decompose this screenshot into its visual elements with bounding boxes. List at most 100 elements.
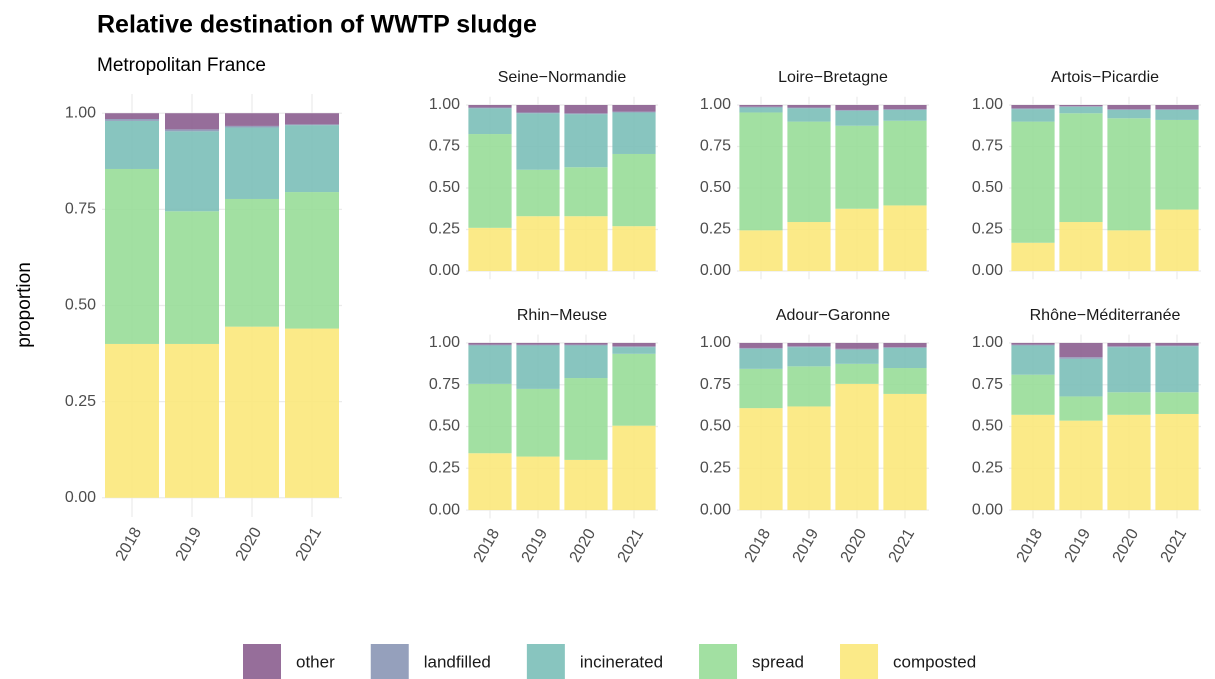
y-tick-label: 0.25 [429,221,460,238]
bar-segment [468,134,512,228]
bar-segment [564,105,608,114]
bar-segment [1011,345,1055,375]
y-tick-label: 0.00 [972,262,1003,279]
bar-segment [1155,109,1199,120]
legend-label: landfilled [424,652,491,671]
bar-segment [105,168,159,344]
bar-segment [564,378,608,460]
bar-segment [1059,358,1103,397]
bar-segment [787,121,831,223]
bar-segment [468,107,512,109]
bar-segment [564,114,608,168]
bar-segment [105,343,159,498]
bar-segment [739,342,783,348]
x-tick-label: 2021 [886,526,919,565]
facet-title: Loire−Bretagne [778,69,888,86]
y-tick-label: 0.75 [972,138,1003,155]
legend-swatch [370,644,409,679]
y-tick-label: 0.00 [700,501,731,518]
bar-segment [835,383,879,511]
bar-segment [1059,342,1103,358]
bar-segment [1155,209,1199,271]
bar-segment [883,120,927,206]
bar-segment [1011,374,1055,415]
bar-segment [883,109,927,110]
y-tick-label: 1.00 [700,96,731,113]
bar-segment [835,342,879,349]
bar-segment [564,167,608,217]
bar-segment [1059,357,1103,359]
x-tick-label: 2019 [173,525,206,564]
y-tick-label: 0.50 [429,179,460,196]
bar-segment [787,107,831,109]
x-tick-label: 2020 [567,526,600,565]
bar-segment [739,230,783,271]
bar-segment [1107,414,1151,511]
bar-segment [1155,346,1199,393]
bar-segment [516,388,560,457]
bar-segment [612,105,656,112]
bar-segment [564,459,608,511]
y-tick-label: 0.25 [700,221,731,238]
legend-label: composted [893,652,976,671]
bar-segment [835,363,879,384]
bar-segment [612,111,656,113]
x-tick-label: 2019 [1062,526,1095,565]
facet-title: Rhin−Meuse [517,307,607,324]
bar-segment [883,368,927,394]
legend-label: incinerated [580,652,663,671]
bar-segment [612,347,656,354]
y-tick-label: 0.50 [700,179,731,196]
bar-segment [612,346,656,348]
bar-segment [1011,105,1055,109]
y-tick-label: 1.00 [972,334,1003,351]
bar-segment [739,347,783,349]
y-tick-label: 0.50 [972,418,1003,435]
bar-segment [835,348,879,350]
bar-segment [165,343,219,498]
bar-segment [883,342,927,348]
bar-segment [1011,342,1055,345]
x-tick-label: 2018 [471,526,504,565]
y-tick-label: 0.25 [972,459,1003,476]
bar-segment [1011,242,1055,271]
y-tick-label: 0.25 [65,393,96,410]
bar-segment [1155,413,1199,511]
bar-segment [1155,392,1199,414]
bar-segment [835,105,879,110]
bar-segment [516,456,560,511]
bar-segment [1011,414,1055,511]
bar-segment [225,198,279,327]
y-tick-label: 0.00 [429,501,460,518]
bar-segment [285,192,339,329]
bar-segment [1011,344,1055,346]
y-tick-label: 0.25 [429,459,460,476]
bar-segment [835,208,879,271]
bar-segment [1059,396,1103,421]
y-axis-label: proportion [14,262,35,348]
bar-segment [612,226,656,271]
legend-swatch [243,644,281,679]
y-tick-label: 0.00 [429,262,460,279]
bar-segment [787,406,831,511]
bar-segment [883,205,927,271]
bar-segment [1107,347,1151,393]
bar-segment [105,113,159,119]
bar-segment [1011,109,1055,122]
bar-segment [883,393,927,511]
y-tick-label: 0.75 [429,138,460,155]
bar-segment [165,129,219,132]
bar-segment [516,216,560,271]
bar-segment [225,127,279,199]
x-tick-label: 2021 [1158,526,1191,565]
y-tick-label: 0.75 [65,201,96,218]
bar-segment [468,344,512,346]
legend-swatch [526,644,565,679]
x-tick-label: 2020 [838,526,871,565]
x-tick-label: 2018 [1014,526,1047,565]
bar-segment [739,112,783,231]
bar-segment [1107,109,1151,119]
bar-segment [739,107,783,113]
bar-segment [1059,106,1103,114]
